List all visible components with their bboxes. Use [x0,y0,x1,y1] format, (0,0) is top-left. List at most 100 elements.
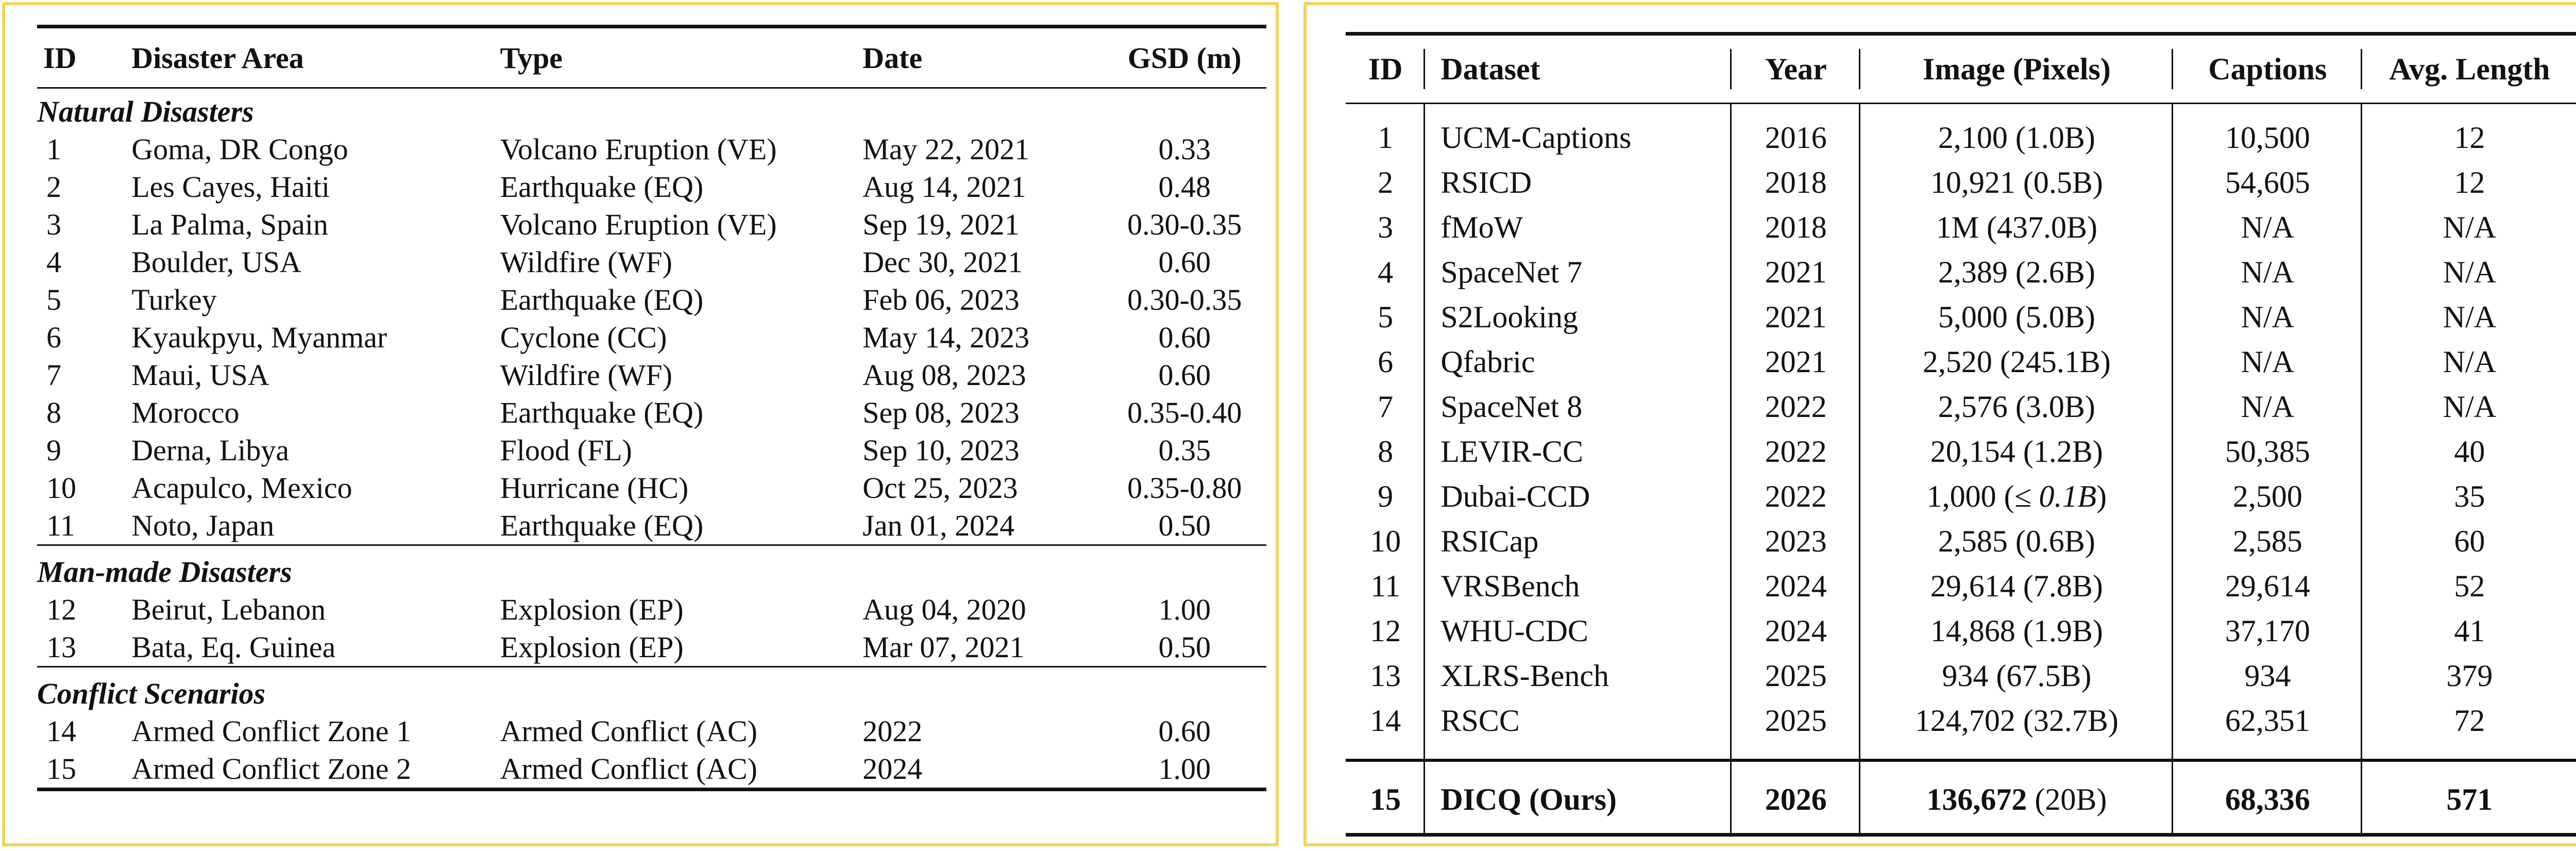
table-row: 1 Goma, DR Congo Volcano Eruption (VE) May … [37,130,1266,168]
table-row: 13 XLRS-Bench 2025 934 (67.5B) 934 379 [1346,654,2576,698]
table-row: 5 S2Looking 2021 5,000 (5.0B) N/A N/A [1346,295,2576,340]
table-row: 11 Noto, Japan Earthquake (EQ) Jan 01, 2024… [37,507,1266,545]
row-id: 5 [46,283,61,316]
ours-image-size: (20B) [2027,782,2107,816]
row-avg-length: N/A [2443,255,2497,289]
row-id: 8 [1346,429,1426,474]
row-avg-length: N/A [2443,345,2497,379]
table-row: 3 La Palma, Spain Volcano Eruption (VE) Sep… [37,206,1266,243]
row-image-pixels: 5,000 (5.0B) [1860,295,2173,340]
header-row: ID Dataset Year Image (Pixels) Captions … [1346,36,2576,104]
row-dataset: WHU-CDC [1425,609,1732,654]
section-title: Natural Disasters [37,95,254,128]
row-gsd: 0.30-0.35 [1127,283,1242,316]
row-type: Earthquake (EQ) [500,170,704,204]
row-id: 7 [46,358,61,392]
table-row: 2 RSICD 2018 10,921 (0.5B) 54,605 12 [1346,160,2576,205]
row-year: 2018 [1732,160,1861,205]
row-disaster-area: Maui, USA [131,358,269,392]
row-id: 9 [1346,474,1426,519]
table-row: 7 Maui, USA Wildfire (WF) Aug 08, 2023 0.60 [37,356,1266,394]
table-row: 12 Beirut, Lebanon Explosion (EP) Aug 04, 2… [37,591,1266,628]
row-id: 12 [46,593,76,626]
row-disaster-area: Armed Conflict Zone 2 [131,752,412,786]
row-avg-length: N/A [2443,390,2497,424]
row-id: 11 [1346,564,1426,609]
row-disaster-area: Goma, DR Congo [131,132,348,166]
row-image-pixels: 20,154 (1.2B) [1860,429,2173,474]
row-dataset: fMoW [1425,205,1732,250]
row-id: 1 [1346,103,1426,161]
row-year: 2021 [1732,250,1861,295]
row-image-pixels: 934 (67.5B) [1860,654,2173,698]
row-disaster-area: Turkey [131,283,217,316]
dataset-comparison-table: ID Dataset Year Image (Pixels) Captions … [1346,32,2576,838]
row-captions: N/A [2173,295,2362,340]
row-year: 2024 [1732,564,1861,609]
row-id: 9 [46,433,61,467]
row-captions: 2,585 [2173,519,2362,564]
row-id: 10 [1346,519,1426,564]
row-date: Jan 01, 2024 [862,509,1015,542]
row-date: May 14, 2023 [862,321,1030,354]
header-dataset: Dataset [1425,36,1732,104]
row-id: 14 [1346,698,1426,760]
row-date: May 22, 2021 [862,132,1030,166]
row-dataset: XLRS-Bench [1425,654,1732,698]
table-row: 9 Dubai-CCD 2022 1,000 (≤ 0.1B) 2,500 35 [1346,474,2576,519]
table-row: 14 Armed Conflict Zone 1 Armed Conflict (A… [37,712,1266,750]
header-image-pixels: Image (Pixels) [1860,36,2173,104]
row-id: 2 [1346,160,1426,205]
row-id: 13 [1346,654,1426,698]
row-captions: N/A [2173,385,2362,429]
row-year: 2018 [1732,205,1861,250]
ours-dataset: DICQ (Ours) [1425,759,1732,835]
row-type: Armed Conflict (AC) [500,714,757,748]
row-gsd: 0.60 [1158,714,1211,748]
row-image-pixels: 1,000 (≤ 0.1B) [1860,474,2173,519]
row-captions: N/A [2173,250,2362,295]
table-row: 12 WHU-CDC 2024 14,868 (1.9B) 37,170 41 [1346,609,2576,654]
row-avg-length: N/A [2443,300,2497,334]
row-type: Earthquake (EQ) [500,283,704,316]
row-image-count: 1,000 ( [1926,479,2014,513]
row-date: Aug 14, 2021 [862,170,1026,204]
row-image-pixels: 2,100 (1.0B) [1860,103,2173,161]
table-row: 2 Les Cayes, Haiti Earthquake (EQ) Aug 14, … [37,168,1266,206]
bottom-rule [37,788,1266,796]
table-row: 15 Armed Conflict Zone 2 Armed Conflict (A… [37,750,1266,790]
row-captions: 50,385 [2173,429,2362,474]
row-id: 6 [46,321,61,354]
row-year: 2021 [1732,340,1861,385]
row-gsd: 1.00 [1158,593,1211,626]
row-date: Sep 19, 2021 [862,208,1020,241]
header-id: ID [37,28,132,89]
row-dataset: SpaceNet 7 [1425,250,1732,295]
row-captions: 54,605 [2173,160,2362,205]
section-heading-row: Man-made Disasters [37,544,1266,591]
top-rule [1346,32,2576,37]
ours-row: 15 DICQ (Ours) 2026 136,672 (20B) 68,336… [1346,759,2576,835]
row-id: 14 [46,714,76,748]
row-avg-length: 60 [2454,524,2485,558]
header-row: ID Disaster Area Type Date GSD (m) [37,28,1266,89]
row-id: 6 [1346,340,1426,385]
row-dataset: LEVIR-CC [1425,429,1732,474]
row-dataset: S2Looking [1425,295,1732,340]
bottom-rule [1346,833,2576,838]
section-title: Man-made Disasters [37,544,1266,591]
header-disaster-area: Disaster Area [131,28,500,89]
row-avg-length: 35 [2454,479,2485,513]
row-avg-length: 41 [2454,614,2485,648]
header-captions: Captions [2173,36,2362,104]
row-disaster-area: Derna, Libya [131,433,290,467]
row-gsd: 0.50 [1158,509,1211,542]
row-image-pixels: 29,614 (7.8B) [1860,564,2173,609]
row-date: Oct 25, 2023 [862,471,1018,505]
row-captions: 37,170 [2173,609,2362,654]
row-type: Wildfire (WF) [500,358,672,392]
row-year: 2016 [1732,103,1861,161]
table-row: 1 UCM-Captions 2016 2,100 (1.0B) 10,500 12 [1346,103,2576,161]
row-year: 2024 [1732,609,1861,654]
row-date: Sep 10, 2023 [862,433,1020,467]
